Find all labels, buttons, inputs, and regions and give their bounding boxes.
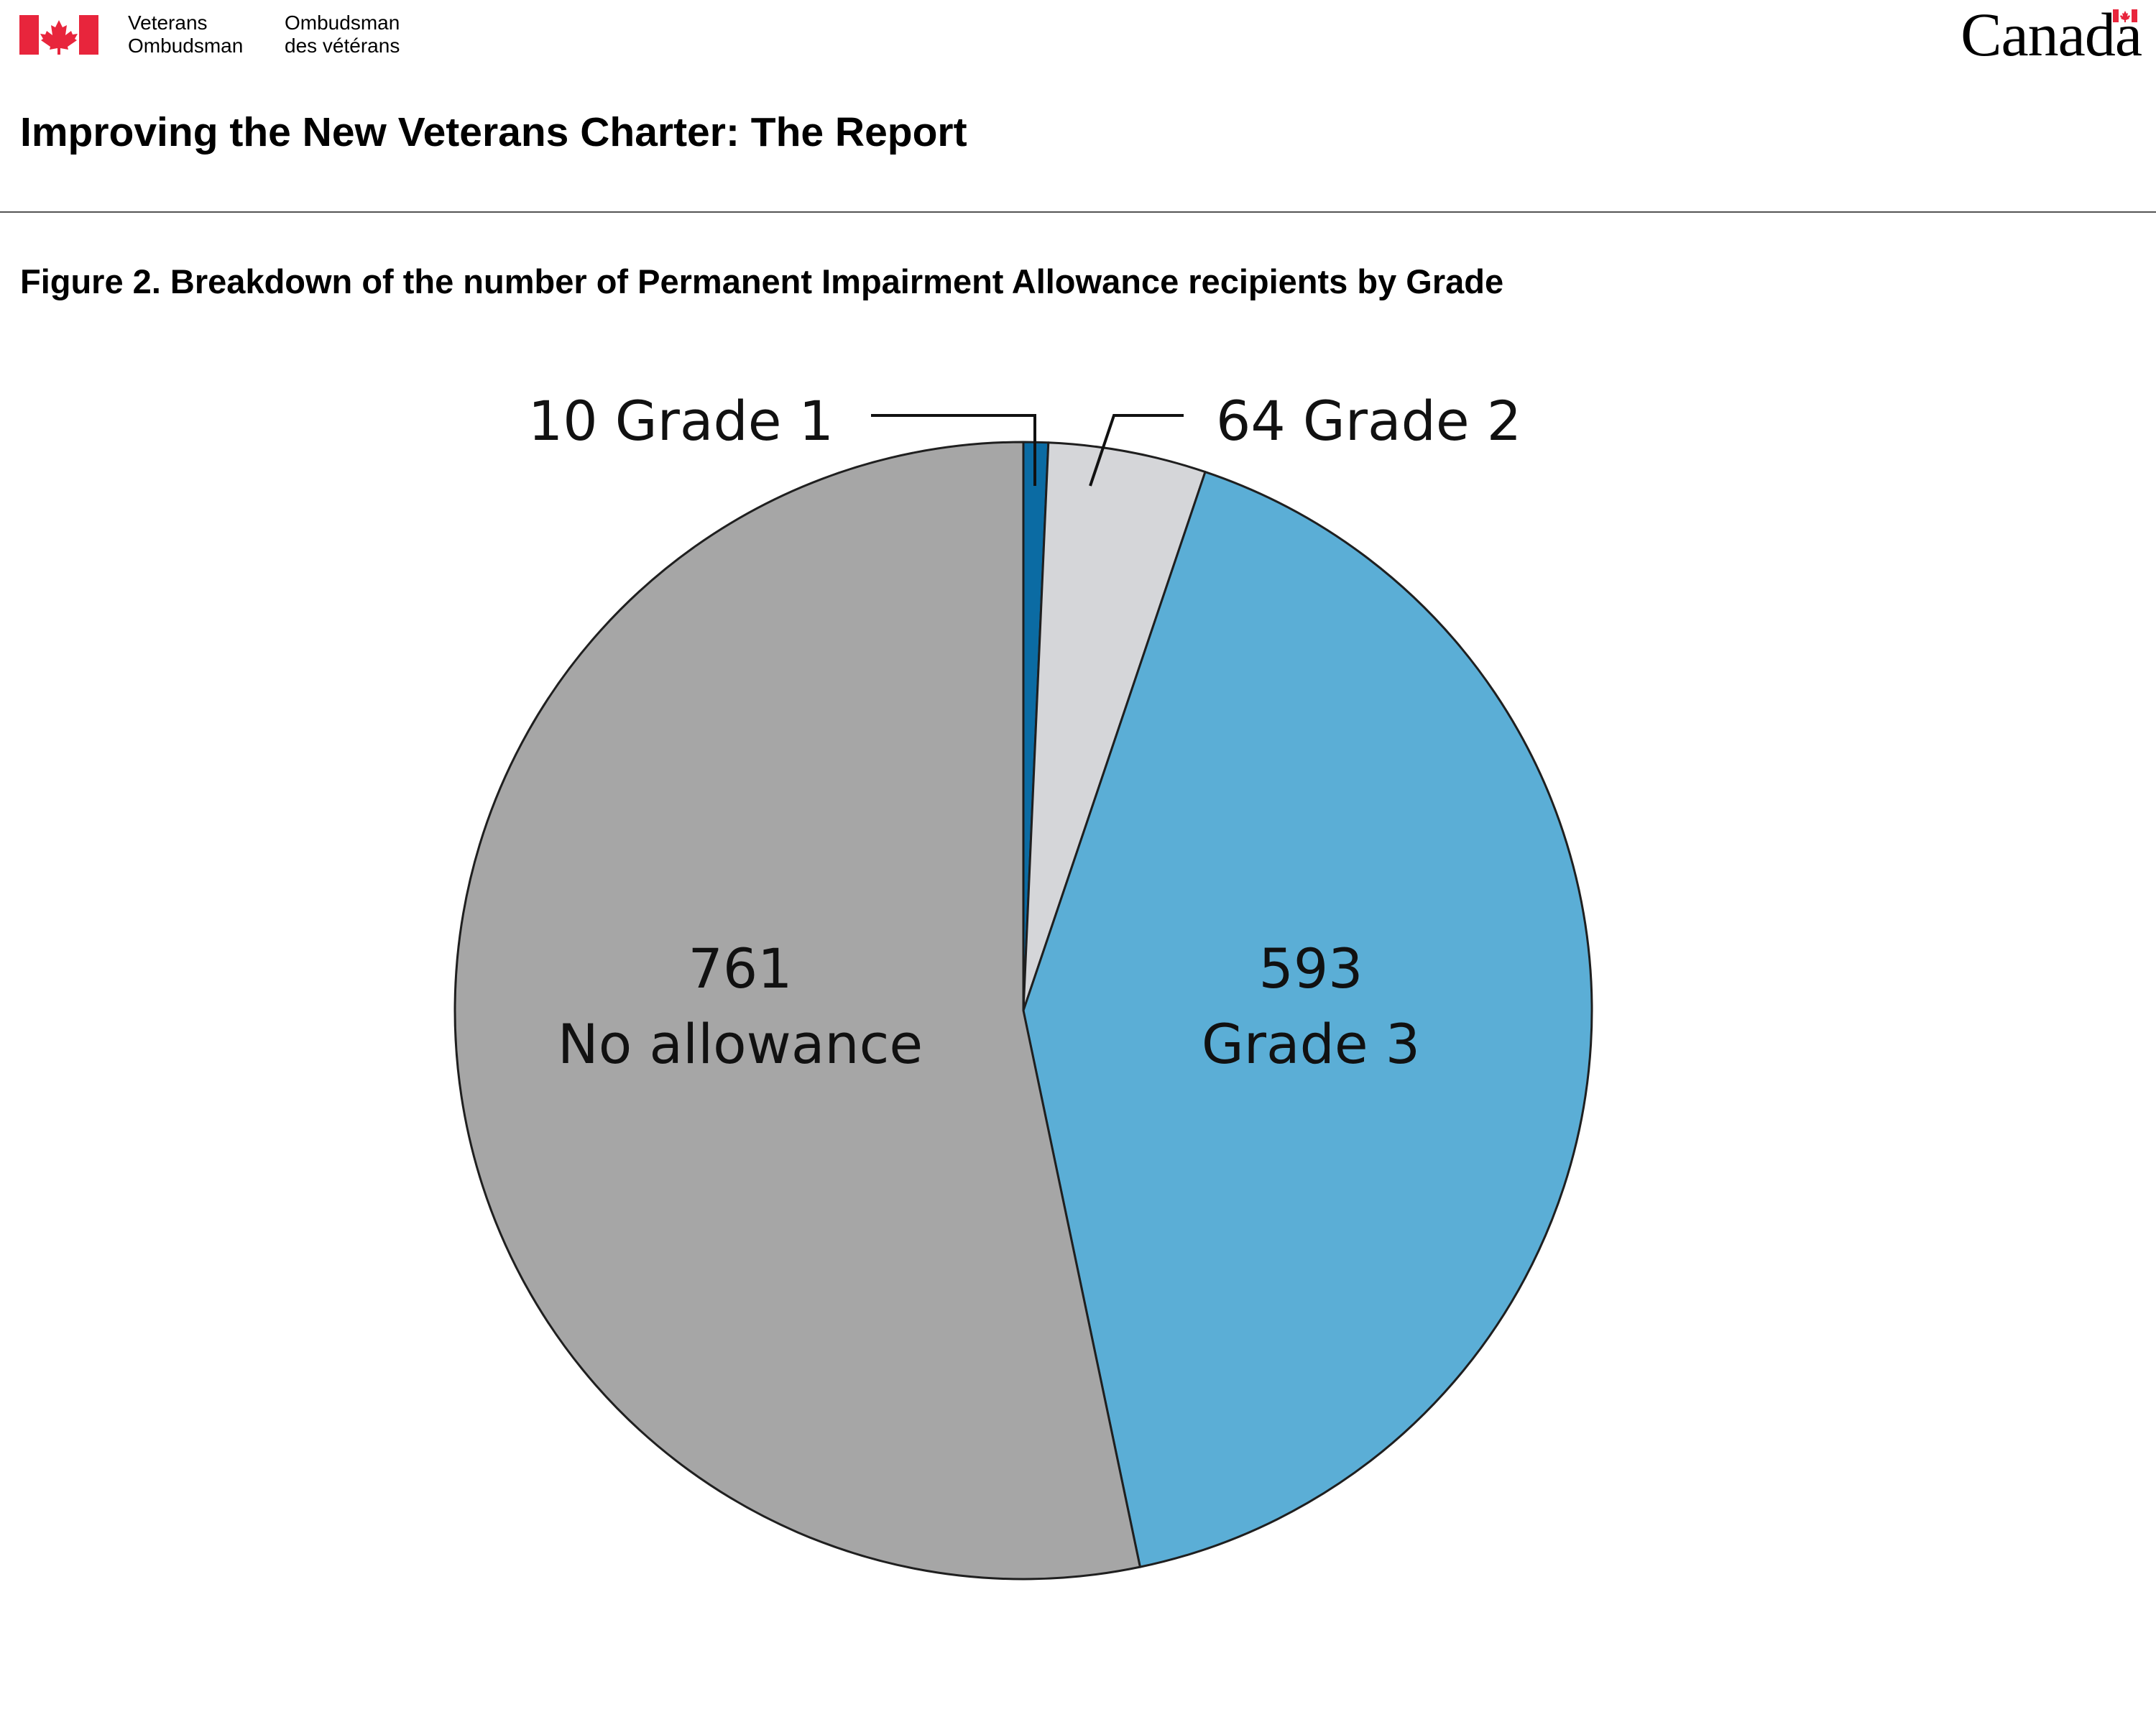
header-divider <box>0 211 2156 213</box>
pie-slice-no-allowance <box>453 441 1141 1581</box>
canada-wordmark: Canada <box>1961 0 2142 69</box>
figure-title: Figure 2. Breakdown of the number of Per… <box>20 262 1504 300</box>
slice-name-grade-3: Grade 3 <box>1202 1012 1420 1076</box>
page-header: Veterans Ombudsman Ombudsman des vétéran… <box>0 0 2156 216</box>
leader-line-grade-2 <box>1089 414 1184 487</box>
org-name-en-line1: Veterans <box>128 12 208 34</box>
leader-line-grade-1 <box>871 414 1036 486</box>
slice-name-no-allowance: No allowance <box>558 1012 923 1076</box>
pie-slice-grade-2 <box>1022 441 1207 1012</box>
org-name-fr: Ombudsman des vétérans <box>285 12 400 58</box>
wordmark-flag-icon <box>2113 9 2137 22</box>
org-name-fr-line2: des vétérans <box>285 34 400 57</box>
slice-label-grade-1: 10 Grade 1 <box>528 389 834 453</box>
pie-slice-grade-3 <box>1022 471 1593 1568</box>
page-title: Improving the New Veterans Charter: The … <box>20 109 967 155</box>
canada-flag-icon <box>19 15 98 55</box>
org-name-en-line2: Ombudsman <box>128 34 244 57</box>
slice-value-grade-3: 593 <box>1258 937 1363 1000</box>
org-name-en: Veterans Ombudsman <box>128 12 243 58</box>
slice-label-grade-2: 64 Grade 2 <box>1216 389 1521 453</box>
org-name-fr-line1: Ombudsman <box>285 12 400 34</box>
slice-value-no-allowance: 761 <box>688 937 792 1000</box>
